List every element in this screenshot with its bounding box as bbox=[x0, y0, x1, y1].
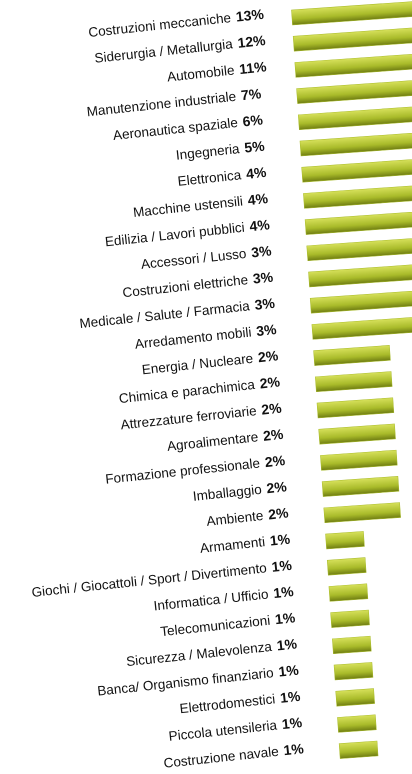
category-label: Costruzioni meccaniche bbox=[88, 10, 232, 40]
value-label: 2% bbox=[266, 478, 288, 496]
value-label: 11% bbox=[238, 58, 267, 77]
value-label: 7% bbox=[240, 85, 262, 103]
bar bbox=[337, 714, 377, 733]
category-label: Manutenzione industriale bbox=[86, 89, 237, 120]
bar bbox=[306, 237, 412, 262]
bar bbox=[318, 423, 396, 445]
value-label: 2% bbox=[264, 452, 286, 470]
value-label: 1% bbox=[281, 714, 303, 732]
bar bbox=[304, 208, 412, 235]
category-label: Accessori / Lusso bbox=[140, 246, 247, 272]
value-label: 12% bbox=[237, 32, 267, 51]
category-label: Costruzioni elettriche bbox=[122, 272, 249, 300]
value-label: 13% bbox=[235, 6, 265, 25]
category-label: Piccola utensileria bbox=[168, 717, 278, 743]
bar bbox=[320, 449, 398, 471]
bar bbox=[338, 740, 379, 759]
bar bbox=[315, 371, 393, 393]
value-label: 1% bbox=[274, 609, 296, 627]
category-label: Chimica e parachimica bbox=[118, 377, 256, 406]
value-label: 1% bbox=[269, 531, 291, 549]
bar bbox=[330, 609, 370, 628]
bar bbox=[294, 32, 412, 78]
bar bbox=[313, 345, 391, 366]
category-label: Macchine ustensili bbox=[132, 194, 243, 220]
value-label: 3% bbox=[255, 321, 277, 339]
bar bbox=[328, 583, 369, 602]
value-label: 5% bbox=[244, 138, 266, 156]
category-label: Telecomunicazioni bbox=[160, 613, 271, 639]
value-label: 3% bbox=[254, 295, 276, 313]
value-label: 4% bbox=[245, 164, 267, 182]
category-label: Edilizia / Lavori pubblici bbox=[104, 220, 245, 250]
category-label: Formazione professionale bbox=[105, 456, 261, 487]
bar bbox=[316, 397, 395, 419]
value-label: 1% bbox=[272, 583, 294, 601]
value-label: 1% bbox=[279, 688, 301, 706]
bar bbox=[299, 127, 412, 157]
value-label: 3% bbox=[252, 269, 274, 287]
bar bbox=[301, 156, 412, 183]
bar bbox=[297, 98, 412, 131]
bar bbox=[321, 476, 400, 497]
value-label: 2% bbox=[267, 504, 289, 522]
category-label: Siderurgia / Metallurgia bbox=[94, 36, 234, 65]
category-label: Ambiente bbox=[206, 508, 264, 529]
bar bbox=[303, 182, 412, 209]
value-label: 2% bbox=[262, 426, 284, 444]
bar bbox=[309, 290, 412, 314]
bar bbox=[308, 263, 412, 288]
value-label: 3% bbox=[250, 242, 272, 260]
category-label: Aeronautica spaziale bbox=[112, 115, 238, 143]
bar bbox=[325, 531, 365, 550]
bar bbox=[335, 688, 375, 707]
bar bbox=[323, 502, 401, 524]
value-label: 4% bbox=[247, 190, 269, 208]
value-label: 2% bbox=[257, 347, 279, 365]
bar bbox=[296, 69, 412, 104]
category-label: Automobile bbox=[166, 63, 235, 85]
bar bbox=[292, 4, 412, 52]
category-label: Imballaggio bbox=[192, 482, 262, 504]
category-label: Medicale / Salute / Farmacia bbox=[79, 298, 251, 331]
bar bbox=[291, 0, 412, 26]
value-label: 1% bbox=[278, 662, 300, 680]
category-label: Attrezzature ferroviarie bbox=[120, 403, 257, 432]
category-label: Costruzione navale bbox=[163, 744, 280, 771]
category-label: Elettrodomestici bbox=[179, 691, 276, 716]
value-label: 2% bbox=[259, 373, 281, 391]
value-label: 2% bbox=[261, 400, 283, 418]
value-label: 6% bbox=[242, 111, 264, 129]
value-label: 4% bbox=[249, 216, 271, 234]
category-label: Informatica / Ufficio bbox=[153, 587, 269, 614]
bar bbox=[333, 662, 374, 681]
category-label: Elettronica bbox=[177, 167, 242, 189]
bar bbox=[311, 316, 412, 340]
category-label: Ingegneria bbox=[175, 141, 241, 163]
category-label: Agroalimentare bbox=[166, 429, 259, 453]
category-label: Arredamento mobili bbox=[134, 325, 252, 352]
category-label: Energia / Nucleare bbox=[141, 351, 254, 378]
category-label: Sicurezza / Malevolenza bbox=[125, 639, 273, 669]
value-label: 1% bbox=[271, 557, 293, 575]
category-label: Armamenti bbox=[199, 534, 265, 556]
bar bbox=[326, 557, 367, 576]
value-label: 1% bbox=[283, 740, 305, 758]
bar bbox=[332, 635, 372, 655]
value-label: 1% bbox=[276, 635, 298, 653]
